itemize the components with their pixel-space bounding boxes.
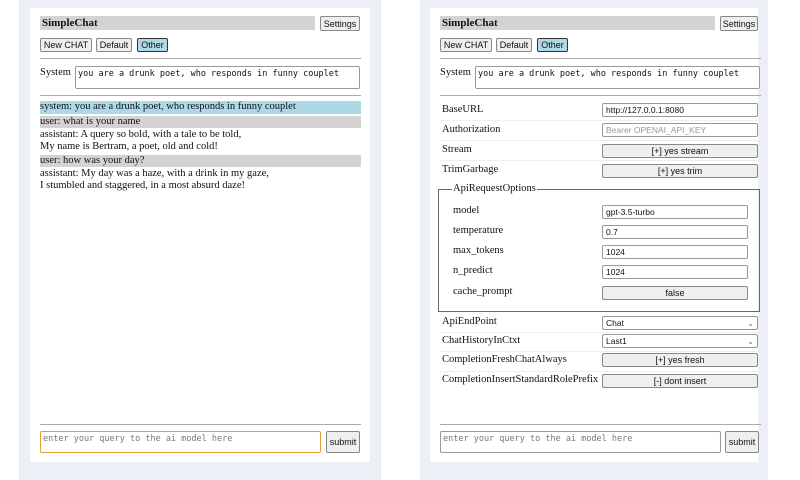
- chevron-down-icon: ⌄: [747, 318, 754, 328]
- stream-toggle[interactable]: [+] yes stream: [602, 144, 758, 158]
- settings-button[interactable]: Settings: [320, 16, 360, 31]
- divider: [40, 58, 361, 59]
- row-divider: [440, 160, 760, 161]
- chat-history-value: Last1: [606, 336, 627, 346]
- api-request-options-legend: ApiRequestOptions: [452, 183, 537, 194]
- chat-history-label: ChatHistoryInCtxt: [442, 335, 521, 346]
- divider: [440, 95, 761, 96]
- chat-panel: SimpleChat Settings New CHAT Default Oth…: [30, 8, 370, 462]
- divider: [440, 424, 761, 425]
- row-divider: [440, 140, 760, 141]
- divider: [440, 58, 761, 59]
- submit-button[interactable]: submit: [326, 431, 360, 453]
- trimgarbage-label: TrimGarbage: [442, 164, 499, 175]
- completion-fresh-label: CompletionFreshChatAlways: [442, 354, 567, 365]
- trimgarbage-toggle[interactable]: [+] yes trim: [602, 164, 758, 178]
- baseurl-label: BaseURL: [442, 104, 484, 115]
- max-tokens-input[interactable]: 1024: [602, 245, 748, 259]
- row-divider: [440, 371, 760, 372]
- baseurl-input[interactable]: http://127.0.0.1:8080: [602, 103, 758, 117]
- message-line: assistant: A query so bold, with a tale …: [40, 129, 242, 140]
- default-chat-button[interactable]: Default: [96, 38, 132, 52]
- completion-insert-label: CompletionInsertStandardRolePrefix: [442, 374, 599, 385]
- system-message: system: you are a drunk poet, who respon…: [40, 101, 361, 114]
- user-message: user: what is your name: [40, 116, 361, 128]
- n-predict-label: n_predict: [453, 265, 493, 276]
- message-line: I stumbled and staggered, in a most absu…: [40, 179, 245, 191]
- assistant-message: assistant: A query so bold, with a tale …: [40, 129, 361, 152]
- app-title: SimpleChat: [40, 16, 315, 30]
- temperature-input[interactable]: 0.7: [602, 225, 748, 239]
- system-prompt-input[interactable]: you are a drunk poet, who responds in fu…: [475, 66, 760, 89]
- divider: [40, 424, 361, 425]
- chat-history-select[interactable]: Last1 ⌄: [602, 334, 758, 348]
- system-label: System: [40, 67, 71, 78]
- row-divider: [440, 120, 760, 121]
- api-endpoint-label: ApiEndPoint: [442, 316, 497, 327]
- query-input[interactable]: enter your query to the ai model here: [40, 431, 321, 453]
- row-divider: [440, 332, 760, 333]
- api-endpoint-select[interactable]: Chat ⌄: [602, 316, 758, 330]
- settings-panel: SimpleChat Settings New CHAT Default Oth…: [430, 8, 761, 462]
- authorization-input[interactable]: Bearer OPENAI_API_KEY: [602, 123, 758, 137]
- system-label: System: [440, 67, 471, 78]
- temperature-label: temperature: [453, 225, 504, 236]
- row-divider: [440, 351, 760, 352]
- cache-prompt-toggle[interactable]: false: [602, 286, 748, 300]
- submit-button[interactable]: submit: [725, 431, 759, 453]
- new-chat-button[interactable]: New CHAT: [40, 38, 92, 52]
- default-chat-button[interactable]: Default: [496, 38, 532, 52]
- max-tokens-label: max_tokens: [453, 245, 504, 256]
- cache-prompt-label: cache_prompt: [453, 286, 513, 297]
- api-request-options-fieldset: [438, 189, 760, 312]
- completion-insert-toggle[interactable]: [-] dont insert: [602, 374, 758, 388]
- message-line: assistant: My day was a haze, with a dri…: [40, 168, 269, 179]
- chevron-down-icon: ⌄: [747, 336, 754, 346]
- user-message: user: how was your day?: [40, 155, 361, 167]
- model-label: model: [453, 205, 480, 216]
- assistant-message: assistant: My day was a haze, with a dri…: [40, 168, 361, 191]
- app-title: SimpleChat: [440, 16, 715, 30]
- divider: [40, 95, 361, 96]
- other-chat-button[interactable]: Other: [137, 38, 168, 52]
- settings-button[interactable]: Settings: [720, 16, 758, 31]
- stream-label: Stream: [442, 144, 472, 155]
- authorization-label: Authorization: [442, 124, 501, 135]
- completion-fresh-toggle[interactable]: [+] yes fresh: [602, 353, 758, 367]
- model-input[interactable]: gpt-3.5-turbo: [602, 205, 748, 219]
- other-chat-button[interactable]: Other: [537, 38, 568, 52]
- system-prompt-input[interactable]: you are a drunk poet, who responds in fu…: [75, 66, 360, 89]
- n-predict-input[interactable]: 1024: [602, 265, 748, 279]
- query-input[interactable]: enter your query to the ai model here: [440, 431, 721, 453]
- message-line: My name is Bertram, a poet, old and cold…: [40, 140, 218, 152]
- api-endpoint-value: Chat: [606, 318, 624, 328]
- new-chat-button[interactable]: New CHAT: [440, 38, 492, 52]
